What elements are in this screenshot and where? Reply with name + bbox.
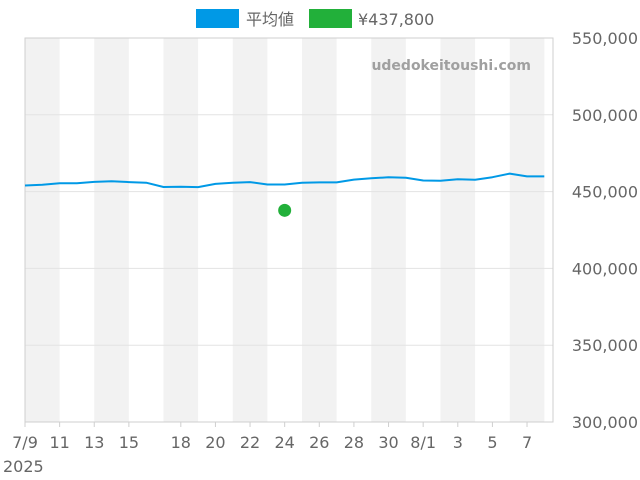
x-tick-label: 5 bbox=[487, 433, 497, 452]
x-tick-label: 20 bbox=[205, 433, 225, 452]
watermark-text: udedokeitoushi.com bbox=[371, 58, 531, 74]
y-tick-label: 450,000 bbox=[572, 183, 638, 202]
x-axis-year-label: 2025 bbox=[3, 457, 44, 476]
x-tick-label: 8/1 bbox=[410, 433, 436, 452]
background-bands bbox=[25, 38, 545, 422]
x-tick-label: 24 bbox=[274, 433, 294, 452]
x-axis-ticks: 7/9 11 13 15 18 20 22 24 26 28 30 8/1 3 5 7 bbox=[12, 422, 532, 452]
x-tick-label: 3 bbox=[453, 433, 463, 452]
x-tick-label: 18 bbox=[171, 433, 191, 452]
background-band bbox=[301, 38, 337, 422]
y-axis-ticks: 300,000 350,000 400,000 450,000 500,000 550,0… bbox=[572, 29, 638, 432]
background-band bbox=[25, 38, 60, 422]
x-tick-label: 15 bbox=[119, 433, 139, 452]
legend-label: ¥437,800 bbox=[358, 10, 434, 29]
x-tick-label: 26 bbox=[309, 433, 329, 452]
x-tick-label: 7 bbox=[522, 433, 532, 452]
x-tick-label: 11 bbox=[49, 433, 69, 452]
y-tick-label: 500,000 bbox=[572, 106, 638, 125]
plot-border bbox=[24, 37, 554, 423]
legend-label: 平均値 bbox=[246, 10, 294, 29]
x-tick-label: 30 bbox=[378, 433, 398, 452]
background-band bbox=[440, 38, 476, 422]
legend: 平均値 ¥437,800 bbox=[196, 9, 434, 29]
legend-swatch bbox=[196, 9, 239, 28]
y-tick-label: 350,000 bbox=[572, 336, 638, 355]
y-tick-label: 400,000 bbox=[572, 259, 638, 278]
background-band bbox=[163, 38, 199, 422]
x-tick-label: 22 bbox=[240, 433, 260, 452]
series-line-average bbox=[24, 172, 545, 189]
x-tick-label: 13 bbox=[84, 433, 104, 452]
background-band bbox=[232, 38, 268, 422]
background-band bbox=[371, 38, 406, 422]
x-tick-label: 28 bbox=[344, 433, 364, 452]
y-tick-label: 550,000 bbox=[572, 29, 638, 48]
series-layer bbox=[24, 172, 545, 217]
background-band bbox=[94, 38, 129, 422]
series-point-price bbox=[278, 203, 292, 217]
legend-swatch bbox=[309, 9, 352, 28]
background-band bbox=[509, 38, 545, 422]
y-tick-label: 300,000 bbox=[572, 413, 638, 432]
x-tick-label: 7/9 bbox=[12, 433, 38, 452]
